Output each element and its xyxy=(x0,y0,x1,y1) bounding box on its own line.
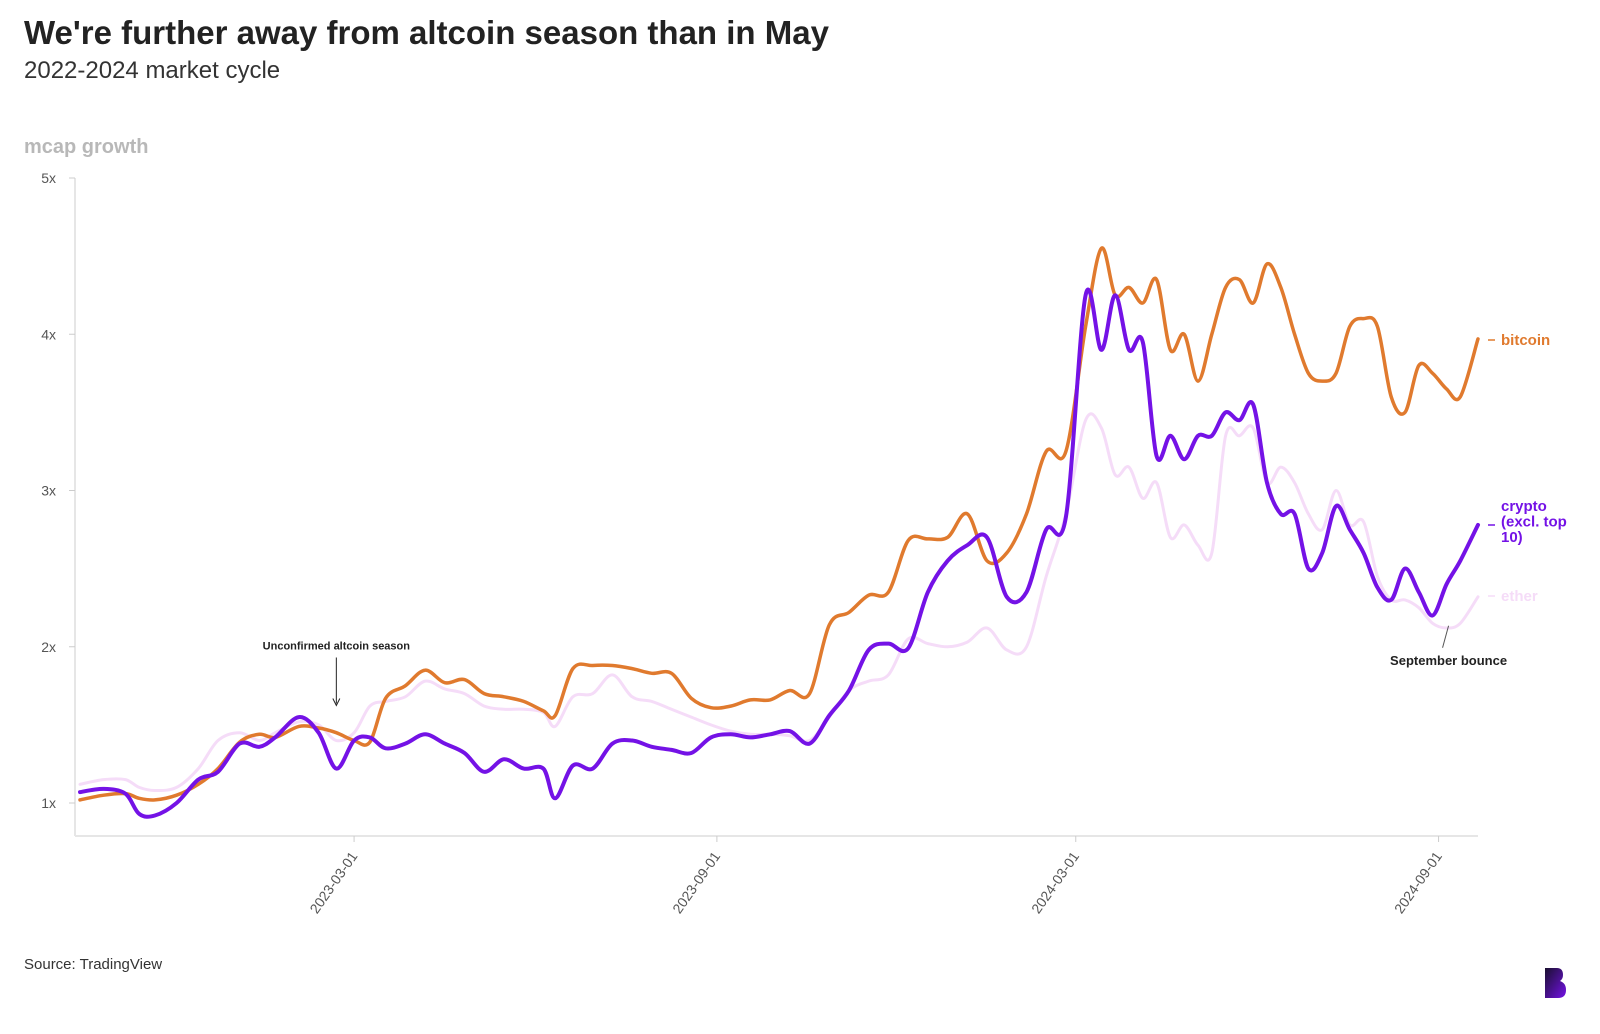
end-label-ether: ether xyxy=(1501,588,1538,605)
y-axis-label: mcap growth xyxy=(24,136,148,158)
x-tick-label: 2023-03-01 xyxy=(306,848,360,916)
x-tick-label: 2024-03-01 xyxy=(1028,848,1082,916)
series-end-labels: bitcoin crypto (excl. top 10) ether xyxy=(1488,332,1567,605)
end-label-bitcoin: bitcoin xyxy=(1501,332,1550,349)
series-line-ether xyxy=(78,412,1480,793)
y-tick-label: 2x xyxy=(41,639,56,655)
series-line-crypto-excl-top-10 xyxy=(78,287,1480,819)
annotation-september-bounce: September bounce xyxy=(1390,653,1507,668)
y-tick-label: 3x xyxy=(41,483,56,499)
y-tick-label: 5x xyxy=(41,170,56,186)
y-tick-label: 4x xyxy=(41,326,56,342)
annotations: Unconfirmed altcoin season September boun… xyxy=(263,625,1507,707)
blockworks-logo-icon xyxy=(1545,968,1566,998)
end-label-crypto-excl-top-10: crypto (excl. top 10) xyxy=(1501,498,1567,546)
x-axis-ticks: 2023-03-01 2023-09-01 2024-03-01 2024-09-01 xyxy=(306,836,1445,916)
y-axis-ticks: 1x 2x 3x 4x 5x xyxy=(41,170,75,811)
series-line-bitcoin xyxy=(78,246,1480,802)
chart-subtitle: 2022-2024 market cycle xyxy=(24,57,281,84)
source-note: Source: TradingView xyxy=(24,956,163,973)
x-tick-label: 2024-09-01 xyxy=(1391,848,1445,916)
annotation-arrowhead xyxy=(332,698,341,707)
annotation-unconfirmed-altcoin-season: Unconfirmed altcoin season xyxy=(263,641,411,653)
x-tick-label: 2023-09-01 xyxy=(669,848,723,916)
y-tick-label: 1x xyxy=(41,795,56,811)
series-lines xyxy=(78,246,1480,819)
annotation-leader xyxy=(1442,625,1450,648)
chart-title: We're further away from altcoin season t… xyxy=(24,14,829,51)
